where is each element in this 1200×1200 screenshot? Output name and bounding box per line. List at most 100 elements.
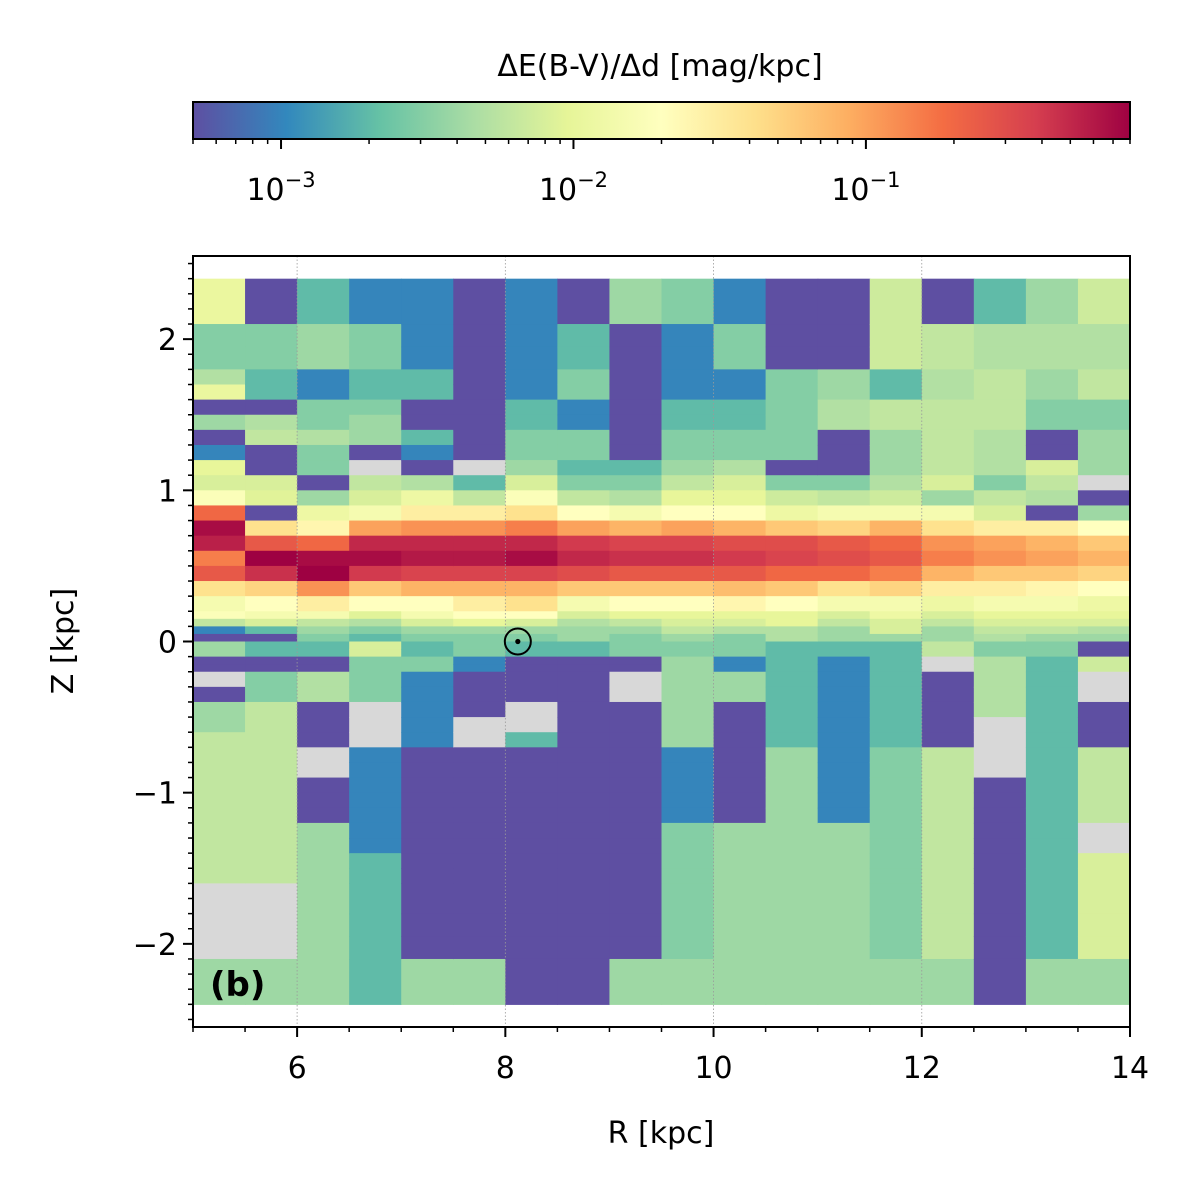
heatmap-cell bbox=[973, 936, 1027, 960]
heatmap-cell bbox=[713, 717, 767, 733]
heatmap-cell bbox=[557, 822, 611, 839]
heatmap-cell bbox=[869, 732, 923, 748]
heatmap-cell bbox=[609, 792, 663, 809]
heatmap-cell bbox=[973, 596, 1027, 612]
heatmap-cell bbox=[297, 792, 350, 809]
heatmap-cell bbox=[453, 618, 506, 627]
heatmap-cell bbox=[921, 278, 975, 325]
heatmap-cell bbox=[973, 913, 1027, 937]
heatmap-cell bbox=[765, 747, 819, 764]
heatmap-cell bbox=[349, 535, 402, 552]
heatmap-cell bbox=[1077, 490, 1131, 507]
heatmap-cell bbox=[401, 958, 454, 1005]
heatmap-cell bbox=[193, 656, 246, 665]
heatmap-cell bbox=[817, 671, 871, 688]
heatmap-cell bbox=[453, 868, 506, 884]
heatmap-cell bbox=[297, 550, 350, 567]
heatmap-cell bbox=[921, 535, 975, 552]
heatmap-cell bbox=[817, 913, 871, 937]
heatmap-cell bbox=[609, 278, 663, 325]
heatmap-cell bbox=[1025, 868, 1079, 884]
heatmap-cell bbox=[869, 762, 923, 779]
heatmap-cell bbox=[505, 490, 558, 507]
heatmap-cell bbox=[1077, 762, 1131, 779]
heatmap-cell bbox=[1077, 913, 1131, 937]
heatmap-cell bbox=[401, 384, 454, 401]
heatmap-cell bbox=[401, 475, 454, 491]
heatmap-cell bbox=[609, 732, 663, 748]
heatmap-cell bbox=[1077, 717, 1131, 733]
heatmap-cell bbox=[401, 324, 454, 348]
heatmap-cell bbox=[973, 490, 1027, 507]
heatmap-cell bbox=[557, 520, 611, 537]
heatmap-cell bbox=[817, 399, 871, 416]
heatmap-cell bbox=[921, 913, 975, 937]
heatmap-cell bbox=[349, 641, 402, 650]
heatmap-cell bbox=[245, 633, 298, 643]
heatmap-cell bbox=[557, 429, 611, 446]
heatmap-cell bbox=[817, 611, 871, 620]
heatmap-cell bbox=[505, 596, 558, 612]
heatmap-cell bbox=[453, 490, 506, 507]
heatmap-cell bbox=[349, 565, 402, 582]
heatmap-cell bbox=[1025, 792, 1079, 809]
heatmap-cell bbox=[349, 505, 402, 522]
heatmap-cell bbox=[557, 883, 611, 915]
heatmap-cell bbox=[453, 444, 506, 461]
heatmap-cell bbox=[245, 346, 298, 370]
heatmap-cell bbox=[453, 656, 506, 665]
heatmap-cell bbox=[609, 505, 663, 522]
heatmap-cell bbox=[297, 732, 350, 748]
heatmap-cell bbox=[921, 838, 975, 854]
heatmap-cell bbox=[245, 717, 298, 733]
heatmap-cell bbox=[713, 278, 767, 325]
heatmap-cell bbox=[193, 618, 246, 627]
heatmap-cell bbox=[245, 444, 298, 461]
heatmap-cell bbox=[1077, 611, 1131, 620]
heatmap-cell bbox=[297, 278, 350, 325]
heatmap-cell bbox=[973, 399, 1027, 416]
heatmap-cell bbox=[557, 384, 611, 401]
heatmap-cell bbox=[349, 777, 402, 794]
heatmap-cell bbox=[297, 369, 350, 386]
heatmap-cell bbox=[297, 444, 350, 461]
heatmap-cell bbox=[297, 807, 350, 824]
heatmap-cell bbox=[713, 429, 767, 446]
heatmap-cell bbox=[1077, 369, 1131, 386]
heatmap-cell bbox=[1077, 822, 1131, 839]
heatmap-cell bbox=[921, 505, 975, 522]
heatmap-cell bbox=[609, 324, 663, 348]
heatmap-cell bbox=[713, 838, 767, 854]
heatmap-cell bbox=[505, 460, 558, 476]
heatmap-cell bbox=[921, 460, 975, 476]
heatmap-cell bbox=[1077, 429, 1131, 446]
y-tick-label: 0 bbox=[158, 626, 177, 661]
x-tick-label: 14 bbox=[1111, 1051, 1149, 1086]
heatmap-cell bbox=[869, 701, 923, 718]
heatmap-cell bbox=[505, 414, 558, 431]
heatmap-cell bbox=[869, 444, 923, 461]
heatmap-cell bbox=[297, 475, 350, 491]
heatmap-cell bbox=[1077, 535, 1131, 552]
heatmap-cell bbox=[869, 792, 923, 809]
heatmap-cell bbox=[349, 838, 402, 854]
heatmap-cell bbox=[817, 807, 871, 824]
heatmap-cell bbox=[713, 324, 767, 348]
heatmap-cell bbox=[765, 762, 819, 779]
heatmap-cell bbox=[921, 346, 975, 370]
heatmap-cell bbox=[973, 550, 1027, 567]
heatmap-cell bbox=[713, 565, 767, 582]
heatmap-cell bbox=[869, 346, 923, 370]
heatmap-cell bbox=[245, 399, 298, 416]
heatmap-cell bbox=[713, 460, 767, 476]
heatmap-cell bbox=[765, 936, 819, 960]
heatmap-cell bbox=[713, 883, 767, 915]
heatmap-cell bbox=[609, 429, 663, 446]
heatmap-cell bbox=[609, 611, 663, 620]
heatmap-cell bbox=[297, 936, 350, 960]
heatmap-cell bbox=[245, 868, 298, 884]
heatmap-cell bbox=[245, 596, 298, 612]
heatmap-cell bbox=[1025, 596, 1079, 612]
heatmap-cell bbox=[765, 460, 819, 476]
heatmap-cell bbox=[973, 868, 1027, 884]
